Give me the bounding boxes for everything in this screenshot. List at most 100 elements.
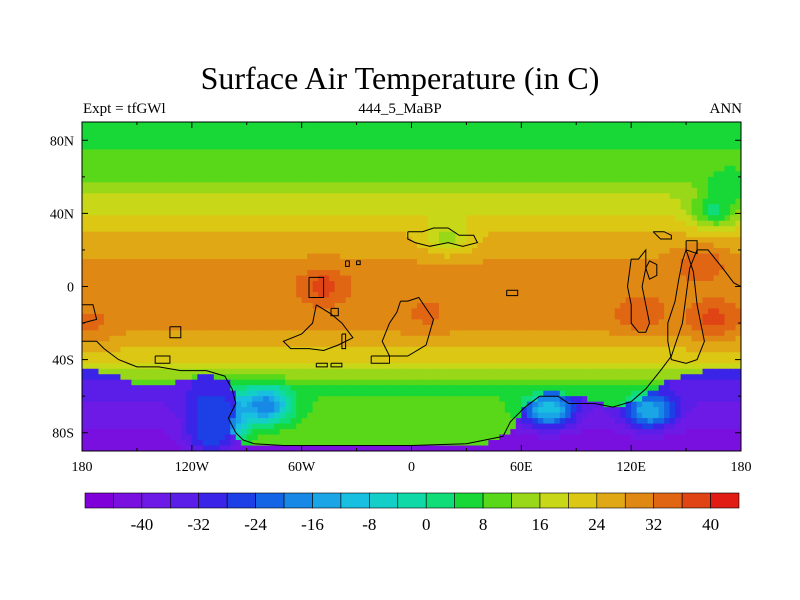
field-cell [510, 182, 517, 189]
field-cell [510, 237, 517, 244]
field-cell [290, 275, 297, 282]
field-cell [427, 286, 435, 293]
field-cell [268, 308, 275, 315]
field-cell [340, 291, 347, 299]
field-cell [416, 204, 424, 211]
field-cell [395, 275, 402, 282]
field-cell [537, 253, 544, 260]
field-cell [620, 143, 627, 151]
field-cell [384, 132, 391, 140]
field-cell [395, 264, 402, 271]
field-cell [345, 313, 352, 320]
field-cell [675, 275, 682, 282]
field-cell [103, 198, 111, 205]
field-cell [406, 193, 413, 200]
field-cell [406, 127, 413, 134]
field-cell [713, 302, 720, 310]
field-cell [296, 291, 303, 299]
field-cell [345, 259, 352, 266]
field-cell [730, 319, 737, 326]
field-cell [367, 149, 374, 156]
field-cell [587, 187, 594, 194]
field-cell [98, 122, 105, 129]
field-cell [164, 220, 171, 227]
field-cell [175, 176, 182, 183]
field-cell [477, 237, 484, 244]
field-cell [460, 204, 468, 211]
field-cell [455, 330, 462, 337]
field-cell [301, 330, 308, 337]
field-cell [153, 264, 160, 271]
field-cell [543, 330, 550, 337]
field-cell [521, 127, 528, 134]
field-cell [323, 302, 330, 310]
field-cell [362, 160, 369, 167]
field-cell [554, 165, 561, 172]
field-cell [395, 291, 402, 299]
field-cell [713, 291, 720, 299]
field-cell [697, 138, 704, 145]
field-cell [257, 259, 264, 266]
field-cell [202, 281, 209, 288]
field-cell [730, 198, 737, 205]
field-cell [334, 297, 341, 304]
field-cell [444, 122, 451, 129]
field-cell [290, 297, 297, 304]
field-cell [614, 127, 621, 134]
field-cell [719, 242, 726, 249]
field-cell [620, 330, 627, 337]
field-cell [620, 193, 627, 200]
field-cell [180, 226, 187, 233]
field-cell [103, 226, 111, 233]
field-cell [213, 193, 220, 200]
field-cell [197, 198, 204, 205]
field-cell [329, 165, 336, 172]
field-cell [351, 286, 358, 293]
field-cell [362, 308, 369, 315]
field-cell [532, 281, 539, 288]
field-cell [680, 149, 687, 156]
field-cell [142, 226, 149, 233]
field-cell [378, 270, 385, 277]
field-cell [312, 291, 319, 299]
field-cell [466, 226, 473, 233]
field-cell [477, 182, 484, 189]
field-cell [356, 242, 363, 249]
field-cell [620, 281, 627, 288]
field-cell [614, 193, 621, 200]
field-cell [268, 324, 275, 331]
field-cell [631, 187, 638, 194]
field-cell [664, 182, 671, 189]
field-cell [362, 302, 369, 310]
field-cell [125, 149, 133, 156]
field-cell [307, 242, 314, 249]
field-cell [307, 176, 314, 183]
field-cell [131, 209, 138, 216]
field-cell [224, 291, 231, 299]
field-cell [323, 160, 330, 167]
field-cell [416, 122, 424, 129]
field-cell [125, 270, 133, 277]
field-cell [235, 204, 242, 211]
field-cell [147, 160, 154, 167]
field-cell [559, 226, 566, 233]
field-cell [208, 132, 215, 140]
field-cell [92, 204, 100, 211]
field-cell [197, 346, 204, 353]
field-cell [197, 149, 204, 156]
field-cell [351, 176, 358, 183]
field-cell [109, 226, 116, 233]
field-cell [290, 149, 297, 156]
field-cell [208, 237, 215, 244]
field-cell [235, 270, 242, 277]
field-cell [559, 291, 566, 299]
field-cell [345, 176, 352, 183]
field-cell [427, 335, 435, 342]
field-cell [131, 122, 138, 129]
field-cell [351, 149, 358, 156]
field-cell [515, 143, 522, 151]
field-cell [395, 160, 402, 167]
field-cell [197, 215, 204, 222]
field-cell [466, 270, 473, 277]
field-cell [422, 341, 429, 348]
